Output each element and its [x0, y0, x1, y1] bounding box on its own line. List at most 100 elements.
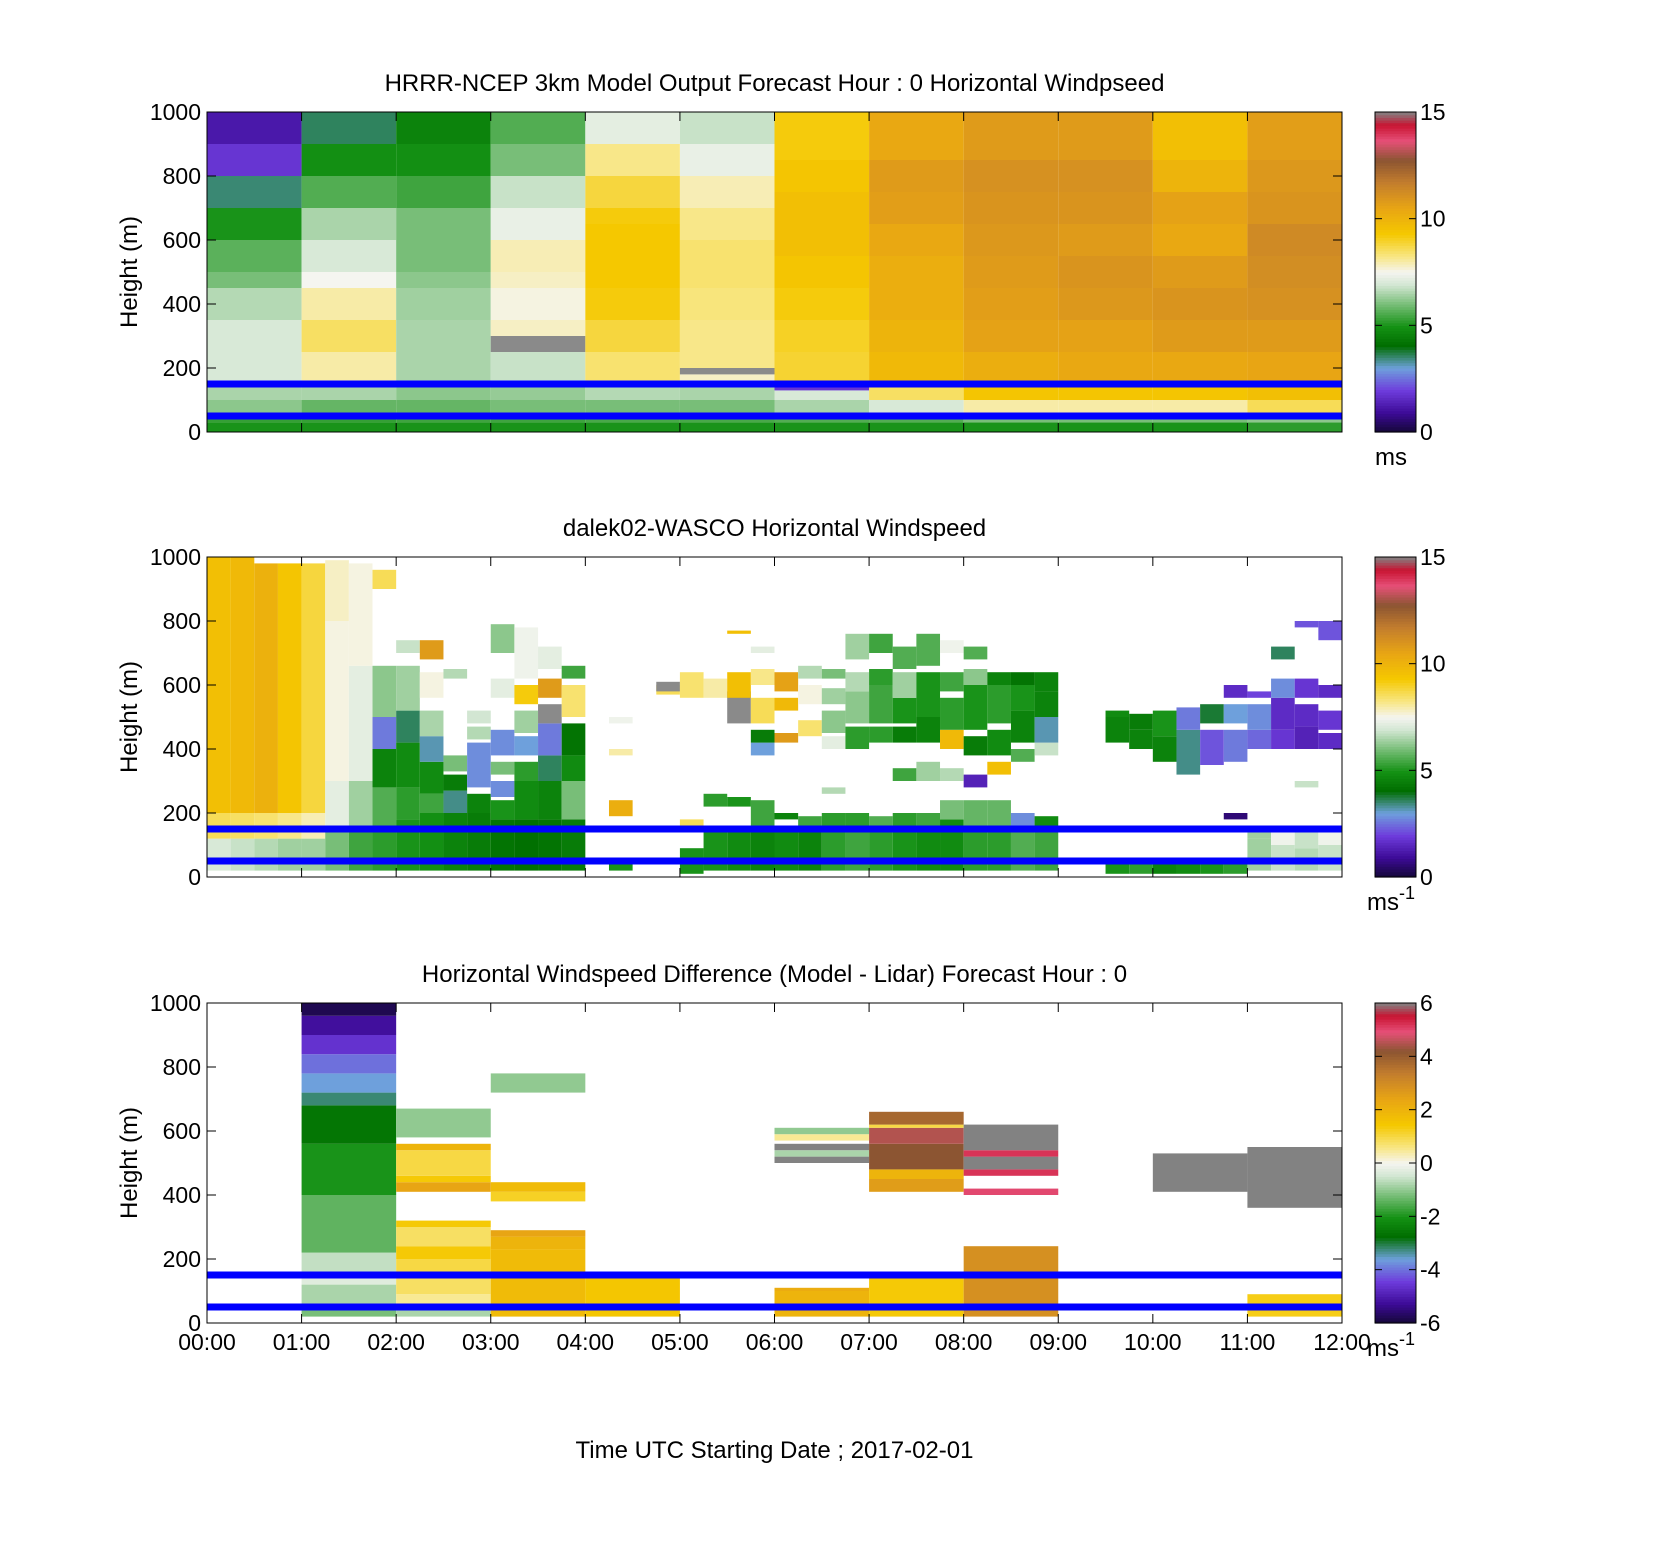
- heatmap-cell: [774, 733, 799, 743]
- heatmap-cell: [1152, 112, 1248, 160]
- colorbar-segment: [1375, 1021, 1416, 1025]
- heatmap-cell: [254, 838, 278, 871]
- colorbar-segment: [1375, 613, 1416, 617]
- heatmap-cell: [774, 352, 870, 381]
- colorbar-segment: [1375, 1096, 1416, 1100]
- colorbar-segment: [1375, 805, 1416, 809]
- colorbar-segment: [1375, 261, 1416, 265]
- colorbar-segment: [1375, 1243, 1416, 1247]
- colorbar-segment: [1375, 1109, 1416, 1113]
- heatmap-cell: [940, 768, 964, 781]
- colorbar-segment: [1375, 194, 1416, 198]
- colorbar-segment: [1375, 1072, 1416, 1076]
- colorbar-segment: [1375, 144, 1416, 148]
- heatmap-cell: [1294, 829, 1319, 849]
- colorbar-segment: [1375, 861, 1416, 865]
- colorbar-segment: [1375, 138, 1416, 142]
- colorbar-segment: [1375, 1144, 1416, 1148]
- colorbar-segment: [1375, 1029, 1416, 1033]
- heatmap-cell: [277, 563, 302, 813]
- heatmap-cell: [301, 563, 326, 813]
- heatmap-cell: [561, 755, 586, 781]
- colorbar-segment: [1375, 1147, 1416, 1151]
- colorbar-segment: [1375, 1075, 1416, 1079]
- heatmap-cell: [774, 112, 870, 160]
- colorbar-segment: [1375, 1061, 1416, 1065]
- colorbar-segment: [1375, 202, 1416, 206]
- heatmap-cell: [490, 272, 586, 288]
- heatmap-cell: [1152, 422, 1248, 432]
- colorbar-segment: [1375, 757, 1416, 761]
- heatmap-cell: [679, 176, 775, 208]
- heatmap-cell: [1294, 704, 1319, 727]
- colorbar-segment: [1375, 831, 1416, 835]
- colorbar-segment: [1375, 189, 1416, 193]
- heatmap-cell: [325, 621, 349, 781]
- heatmap-cell: [514, 761, 539, 781]
- colorbar-segment: [1375, 1227, 1416, 1231]
- heatmap-cell: [490, 112, 586, 144]
- colorbar-segment: [1375, 1045, 1416, 1049]
- colorbar-segment: [1375, 410, 1416, 414]
- heatmap-cell: [1247, 422, 1342, 432]
- colorbar-segment: [1375, 245, 1416, 249]
- colorbar-segment: [1375, 112, 1416, 116]
- heatmap-cell: [869, 400, 964, 416]
- colorbar-segment: [1375, 250, 1416, 254]
- colorbar-tick-label: 10: [1420, 651, 1446, 677]
- heatmap-cell: [514, 710, 539, 733]
- colorbar-segment: [1375, 1280, 1416, 1284]
- x-tick-label: 06:00: [746, 1329, 804, 1355]
- colorbar-segment: [1375, 376, 1416, 380]
- colorbar-segment: [1375, 1101, 1416, 1105]
- heatmap-cell: [821, 736, 846, 749]
- colorbar-segment: [1375, 741, 1416, 745]
- colorbar-segment: [1375, 290, 1416, 294]
- colorbar-segment: [1375, 1160, 1416, 1164]
- colorbar-segment: [1375, 280, 1416, 284]
- colorbar-segment: [1375, 1179, 1416, 1183]
- heatmap-cell: [727, 672, 751, 698]
- y-tick-label: 400: [163, 1182, 201, 1208]
- heatmap-cell: [1271, 729, 1295, 749]
- colorbar-segment: [1375, 1312, 1416, 1316]
- colorbar-segment: [1375, 575, 1416, 579]
- heatmap-cell: [301, 288, 397, 320]
- colorbar-segment: [1375, 874, 1416, 878]
- heatmap-cell: [1152, 400, 1248, 416]
- heatmap-cell: [1318, 733, 1342, 749]
- heatmap-cell: [750, 646, 775, 653]
- heatmap-cell: [1247, 384, 1342, 400]
- heatmap-cell: [301, 1252, 397, 1272]
- colorbar-tick-label: 2: [1420, 1097, 1433, 1123]
- colorbar-segment: [1375, 1181, 1416, 1185]
- heatmap-cell: [963, 224, 1059, 256]
- colorbar-segment: [1375, 357, 1416, 361]
- colorbar-segment: [1375, 429, 1416, 433]
- heatmap-cell: [1034, 691, 1059, 717]
- heatmap-cell: [490, 729, 515, 756]
- colorbar-unit-label: ms-1: [1367, 1329, 1415, 1362]
- heatmap-cell: [1271, 646, 1295, 660]
- colorbar-segment: [1375, 418, 1416, 422]
- colorbar-segment: [1375, 797, 1416, 801]
- heatmap-cell: [301, 838, 326, 871]
- colorbar-segment: [1375, 629, 1416, 633]
- x-tick-label: 03:00: [462, 1329, 520, 1355]
- heatmap-cell: [1034, 742, 1059, 756]
- colorbar-segment: [1375, 336, 1416, 340]
- heatmap-cell: [1318, 832, 1342, 845]
- heatmap-cell: [207, 288, 302, 320]
- colorbar-segment: [1375, 567, 1416, 571]
- heatmap-cell: [1010, 672, 1035, 685]
- x-tick-label: 05:00: [651, 1329, 709, 1355]
- colorbar-segment: [1375, 1299, 1416, 1303]
- colorbar-segment: [1375, 181, 1416, 185]
- heatmap-cell: [727, 797, 751, 807]
- colorbar-segment: [1375, 125, 1416, 129]
- colorbar-segment: [1375, 136, 1416, 140]
- heatmap-cell: [869, 1124, 964, 1128]
- heatmap-cell: [490, 1236, 586, 1250]
- heatmap-cell: [1200, 704, 1224, 724]
- colorbar-segment: [1375, 226, 1416, 230]
